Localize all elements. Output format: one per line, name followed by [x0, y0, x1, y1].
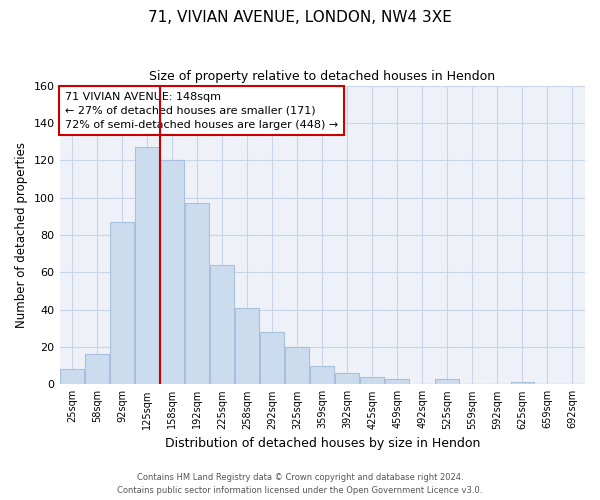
- Bar: [361, 377, 384, 384]
- Bar: [310, 366, 334, 384]
- Bar: [85, 354, 109, 384]
- Bar: [60, 370, 84, 384]
- Bar: [110, 222, 134, 384]
- Bar: [235, 308, 259, 384]
- Bar: [135, 147, 159, 384]
- Bar: [160, 160, 184, 384]
- Bar: [335, 373, 359, 384]
- Y-axis label: Number of detached properties: Number of detached properties: [15, 142, 28, 328]
- Bar: [210, 265, 234, 384]
- Bar: [260, 332, 284, 384]
- Text: Contains HM Land Registry data © Crown copyright and database right 2024.
Contai: Contains HM Land Registry data © Crown c…: [118, 474, 482, 495]
- Bar: [436, 378, 459, 384]
- Title: Size of property relative to detached houses in Hendon: Size of property relative to detached ho…: [149, 70, 496, 83]
- Bar: [511, 382, 535, 384]
- Text: 71 VIVIAN AVENUE: 148sqm
← 27% of detached houses are smaller (171)
72% of semi-: 71 VIVIAN AVENUE: 148sqm ← 27% of detach…: [65, 92, 338, 130]
- X-axis label: Distribution of detached houses by size in Hendon: Distribution of detached houses by size …: [164, 437, 480, 450]
- Bar: [385, 378, 409, 384]
- Text: 71, VIVIAN AVENUE, LONDON, NW4 3XE: 71, VIVIAN AVENUE, LONDON, NW4 3XE: [148, 10, 452, 25]
- Bar: [185, 203, 209, 384]
- Bar: [286, 347, 309, 385]
